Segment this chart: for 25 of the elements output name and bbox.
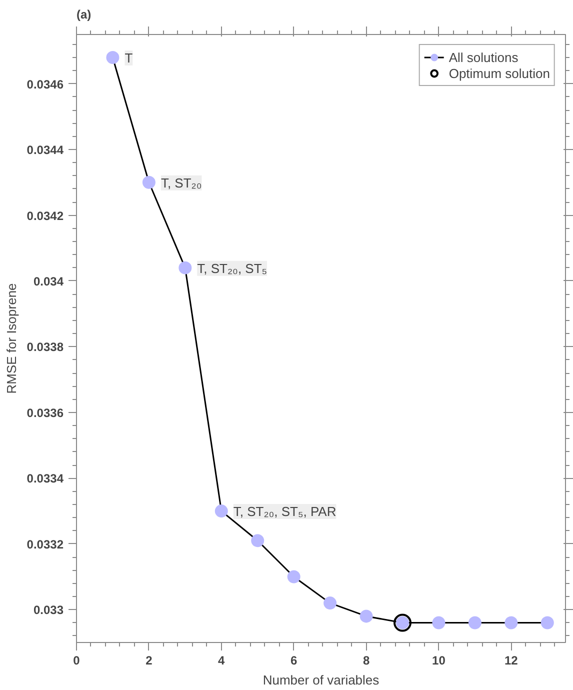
- x-tick-label: 12: [504, 654, 518, 668]
- annotation: T: [124, 50, 133, 66]
- x-tick-label: 6: [290, 654, 298, 668]
- x-tick-label: 4: [218, 654, 226, 668]
- y-tick-label: 0.0332: [26, 537, 64, 552]
- y-tick-label: 0.0346: [26, 77, 64, 92]
- annotation: T, ST₂₀, ST₅, PAR: [233, 504, 336, 520]
- y-tick-label: 0.0344: [26, 143, 64, 158]
- annotation: T, ST₂₀, ST₅: [197, 260, 268, 276]
- x-tick-label: 0: [73, 654, 80, 668]
- x-tick-label: 8: [362, 654, 370, 668]
- y-tick-label: 0.0342: [26, 208, 64, 223]
- x-tick-label: 2: [146, 654, 153, 668]
- y-tick-label: 0.034: [33, 274, 64, 288]
- y-tick-label: 0.0334: [26, 472, 64, 486]
- chart-title: (a): [76, 8, 92, 22]
- legend-label: Optimum solution: [448, 65, 550, 81]
- y-axis-title: RMSE for Isoprene: [4, 283, 19, 394]
- y-tick-label: 0.0336: [26, 406, 64, 420]
- legend-label: All solutions: [448, 49, 518, 65]
- y-tick-label: 0.0338: [26, 340, 64, 354]
- x-tick-label: 10: [432, 654, 446, 668]
- annotation: T, ST₂₀: [160, 175, 202, 190]
- x-axis-title: Number of variables: [262, 672, 380, 688]
- y-tick-label: 0.033: [33, 603, 64, 618]
